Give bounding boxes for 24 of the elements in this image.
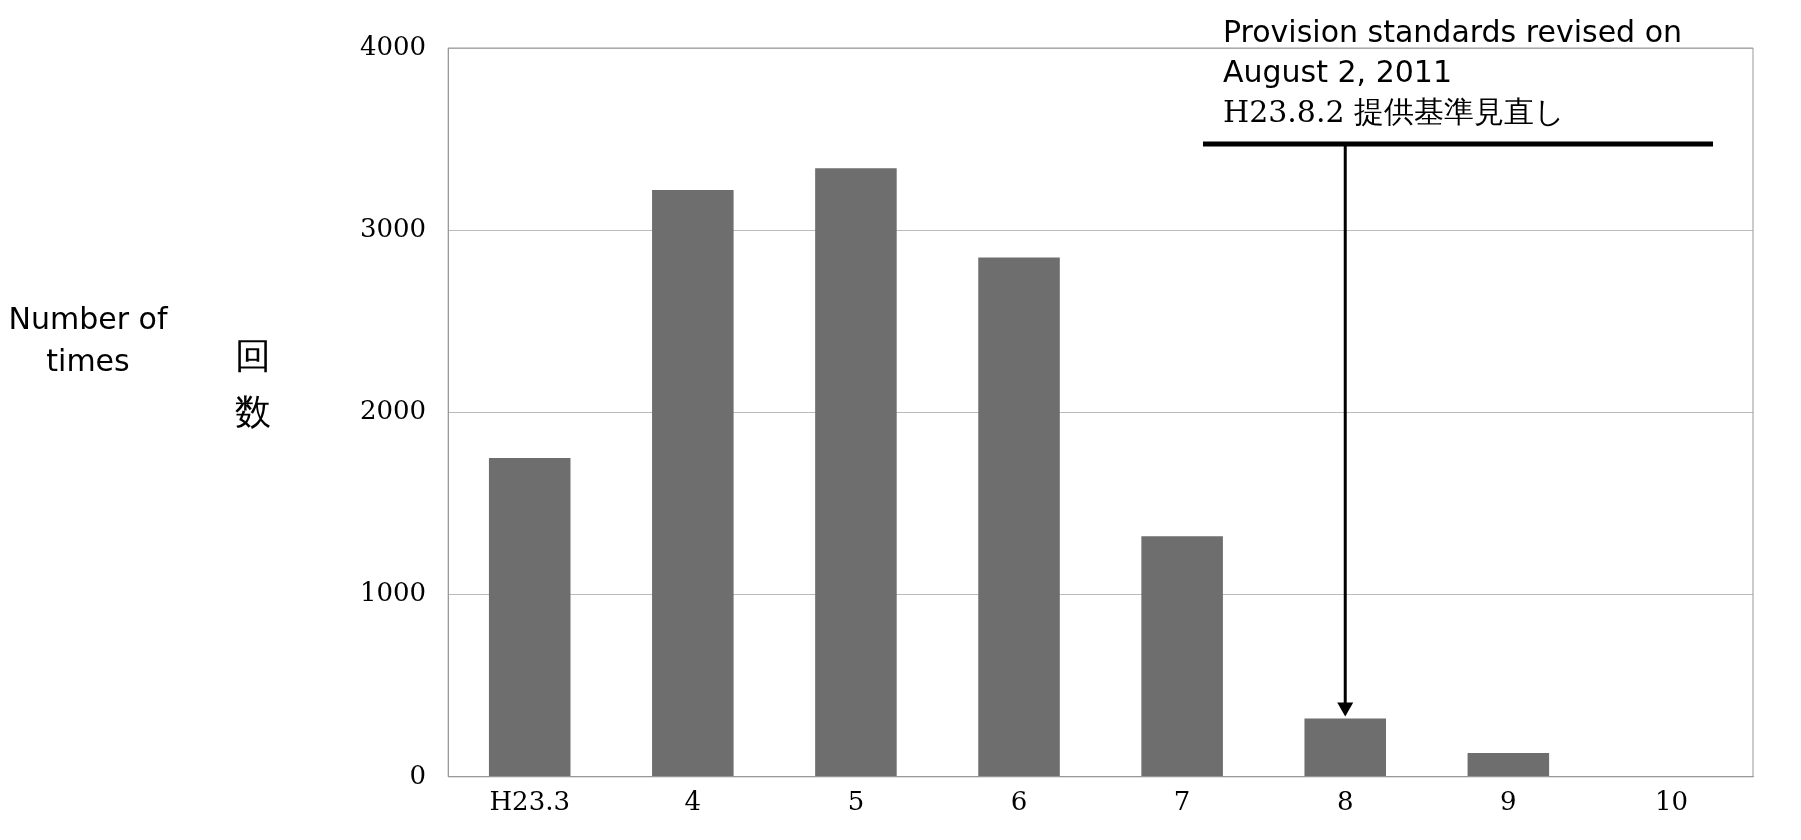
- bar: [488, 457, 571, 777]
- x-tick-label: 9: [1500, 786, 1517, 817]
- annotation: H23.8.2 提供基準見直し: [1223, 94, 1566, 129]
- x-tick-label: 10: [1654, 786, 1688, 817]
- x-tick-label: 7: [1173, 786, 1191, 817]
- bar: [1467, 753, 1550, 777]
- annotation: Provision standards revised on August 2, 2011: [1223, 14, 1683, 89]
- y-tick-label: 1000: [360, 577, 427, 608]
- x-tick-label: 6: [1010, 786, 1028, 817]
- y-tick-label: 3000: [360, 212, 427, 243]
- x-tick-label: 5: [847, 786, 865, 817]
- bar: [978, 257, 1060, 777]
- text: Number of times: [8, 300, 168, 380]
- y-axis-title: 回数: [234, 334, 272, 434]
- x-tick-label: H23.3: [489, 786, 571, 817]
- y-tick-label: 4000: [360, 30, 427, 61]
- bar: [1141, 536, 1223, 777]
- y-tick-label: 0: [409, 759, 427, 790]
- y-tick-label: 2000: [360, 395, 427, 426]
- bar: [652, 190, 734, 777]
- x-tick-label: 8: [1336, 786, 1354, 817]
- bar: [815, 168, 897, 777]
- x-tick-label: 4: [684, 786, 702, 817]
- bar: [1304, 718, 1387, 777]
